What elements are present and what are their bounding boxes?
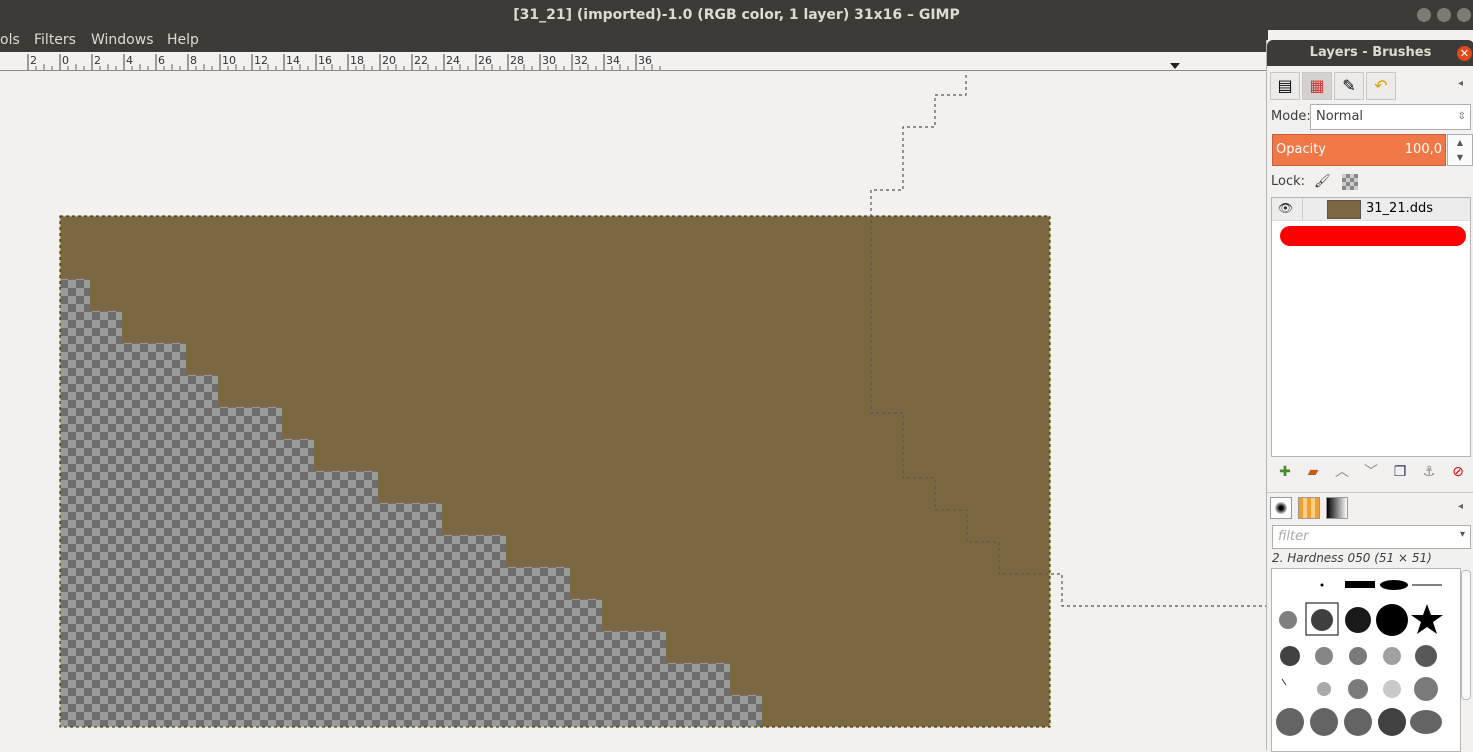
- canvas-area[interactable]: [0, 71, 1266, 750]
- maximize-button[interactable]: [1437, 8, 1451, 22]
- dock-title-text: Layers - Brushes: [1309, 45, 1432, 60]
- dock-separator[interactable]: [1267, 492, 1473, 493]
- opacity-value: 100,0: [1404, 142, 1442, 157]
- opacity-spin-button[interactable]: ▲ ▼: [1447, 134, 1473, 166]
- layer-row[interactable]: 👁 31_21.dds: [1272, 198, 1470, 221]
- window-titlebar: [31_21] (imported)-1.0 (RGB color, 1 lay…: [0, 0, 1473, 30]
- brush-name: 2. Hardness 050 (51 × 51): [1272, 551, 1432, 565]
- tab-gradients-icon[interactable]: [1326, 497, 1348, 519]
- tab-channels-icon[interactable]: ▦: [1302, 72, 1332, 100]
- opacity-label: Opacity: [1276, 142, 1327, 157]
- ruler-label: 28: [510, 54, 524, 67]
- menu-filters[interactable]: Filters: [34, 32, 76, 48]
- window-title: [31_21] (imported)-1.0 (RGB color, 1 lay…: [513, 7, 960, 23]
- filter-placeholder: filter: [1278, 529, 1309, 544]
- anchor-icon[interactable]: ⚓: [1422, 464, 1436, 480]
- paintbrush-icon[interactable]: 🖌: [1314, 174, 1331, 189]
- ruler-label: 12: [254, 54, 268, 67]
- opacity-slider[interactable]: Opacity 100,0: [1272, 134, 1446, 166]
- menu-windows[interactable]: Windows: [91, 32, 154, 48]
- ruler-label: 6: [158, 54, 165, 67]
- checker-icon[interactable]: [1342, 174, 1358, 190]
- tab-brushes-icon[interactable]: [1270, 497, 1292, 519]
- layers-list[interactable]: 👁 31_21.dds: [1271, 197, 1471, 457]
- close-button[interactable]: [1457, 8, 1471, 22]
- brush-thumbnails: [1276, 580, 1443, 736]
- up-icon[interactable]: ︿: [1335, 464, 1349, 480]
- layers-brushes-dock: Layers - Brushes ✕ ▤ ▦ ✎ ↶ ◂ Mode: Norma…: [1266, 40, 1473, 752]
- selection-outline: [870, 75, 1266, 607]
- pointer-marker: [1170, 63, 1180, 69]
- ruler-label: 2: [30, 54, 37, 67]
- tab-paths-icon[interactable]: ✎: [1334, 72, 1364, 100]
- chain-slot[interactable]: [1302, 198, 1303, 220]
- ruler-label: 24: [446, 54, 460, 67]
- tab-layers-icon[interactable]: ▤: [1270, 72, 1300, 100]
- ruler-label: 4: [126, 54, 133, 67]
- tab-patterns-icon[interactable]: [1298, 497, 1320, 519]
- ruler-label: 2: [94, 54, 101, 67]
- layer-name[interactable]: 31_21.dds: [1366, 201, 1433, 216]
- folder-icon[interactable]: ▰: [1307, 464, 1319, 480]
- ruler-label: 14: [286, 54, 300, 67]
- mode-select[interactable]: Normal ⇳: [1310, 104, 1471, 130]
- down-icon[interactable]: ﹀: [1364, 464, 1378, 480]
- tab-undo-icon[interactable]: ↶: [1366, 72, 1396, 100]
- ruler-label: 10: [222, 54, 236, 67]
- ruler-label: 8: [190, 54, 197, 67]
- lock-label: Lock:: [1271, 174, 1306, 189]
- filter-input[interactable]: filter ▾: [1272, 525, 1471, 549]
- menubar: ols Filters Windows Help: [0, 30, 1268, 52]
- layer-thumbnail: [1327, 200, 1361, 219]
- brushes-scrollbar[interactable]: [1461, 570, 1471, 700]
- ruler-label: 16: [318, 54, 332, 67]
- ruler-label: 34: [606, 54, 620, 67]
- delete-icon[interactable]: ⊘: [1452, 464, 1464, 480]
- ruler-label: 22: [414, 54, 428, 67]
- eye-icon[interactable]: 👁: [1278, 201, 1294, 215]
- ruler-label: 32: [574, 54, 588, 67]
- ruler-label: 18: [350, 54, 364, 67]
- brushes-grid[interactable]: [1271, 568, 1461, 752]
- ruler-label: 0: [62, 54, 69, 67]
- mode-dropdown-icon: ⇳: [1457, 111, 1466, 122]
- minimize-button[interactable]: [1417, 8, 1431, 22]
- filter-dropdown-icon[interactable]: ▾: [1459, 529, 1465, 540]
- mode-label: Mode:: [1271, 109, 1311, 124]
- image-boundary-yellow: [59, 215, 1051, 728]
- redaction-mark: [1280, 226, 1466, 246]
- mode-value: Normal: [1316, 109, 1364, 124]
- duplicate-icon[interactable]: ❐: [1393, 464, 1407, 480]
- new-layer-icon[interactable]: ✚: [1279, 464, 1291, 480]
- ruler-label: 26: [478, 54, 492, 67]
- brushes-menu-icon[interactable]: ◂: [1458, 501, 1464, 512]
- ruler-label: 30: [542, 54, 556, 67]
- menu-tools[interactable]: ols: [0, 32, 20, 48]
- ruler-ticks: 2 0 2 4 6 8 10 12 14 16 18 20 22 24 26 28 30 32 34 36: [27, 54, 1180, 70]
- dock-close-icon[interactable]: ✕: [1457, 46, 1472, 61]
- menu-help[interactable]: Help: [167, 32, 199, 48]
- ruler-label: 36: [638, 54, 652, 67]
- ruler-label: 20: [382, 54, 396, 67]
- horizontal-ruler: 2 0 2 4 6 8 10 12 14 16 18 20 22 24 26 28 30 32 34 36: [0, 52, 1268, 71]
- filled-region: [60, 216, 1050, 727]
- image-canvas[interactable]: [0, 71, 1266, 750]
- dock-menu-icon[interactable]: ◂: [1458, 78, 1464, 89]
- dock-title: Layers - Brushes ✕: [1267, 40, 1473, 66]
